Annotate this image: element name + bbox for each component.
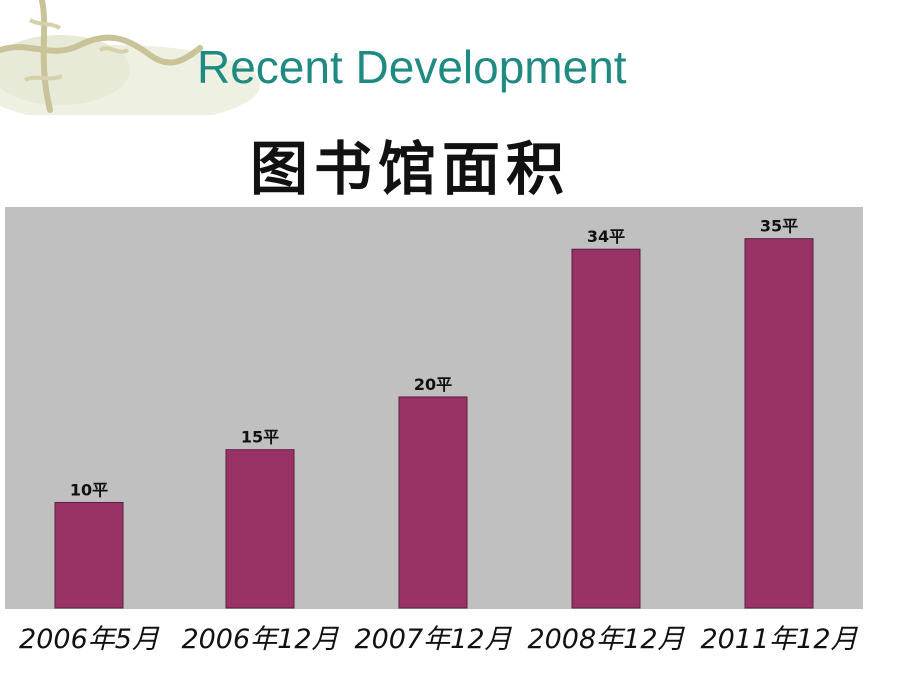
- chart-canvas: 10平 15平 20平 34平 35平: [5, 207, 863, 609]
- data-label-5: 35平: [760, 217, 798, 236]
- data-label-2: 15平: [241, 428, 279, 447]
- x-tick-label-1: 2006年5月: [19, 624, 159, 655]
- x-tick-label-2: 2006年12月: [181, 624, 339, 655]
- x-tick-label-3: 2007年12月: [354, 624, 512, 655]
- bar-2: [225, 449, 295, 609]
- bar-chart: 10平 15平 20平 34平 35平: [5, 207, 863, 609]
- bar-5: [744, 238, 814, 609]
- bar-1: [54, 501, 124, 609]
- data-label-3: 20平: [414, 375, 452, 394]
- slide-title: Recent Development: [197, 41, 627, 93]
- chart-title: 图书馆面积: [250, 135, 571, 203]
- bar-4: [571, 248, 641, 609]
- x-axis-labels: 2006年5月 2006年12月 2007年12月 2008年12月 2011年12月: [0, 617, 900, 667]
- vine-flourish-icon: [0, 0, 260, 115]
- x-tick-label-4: 2008年12月: [527, 624, 685, 655]
- x-tick-label-5: 2011年12月: [700, 624, 858, 655]
- data-label-4: 34平: [587, 227, 625, 246]
- bar-3: [398, 396, 468, 609]
- data-label-1: 10平: [70, 480, 108, 499]
